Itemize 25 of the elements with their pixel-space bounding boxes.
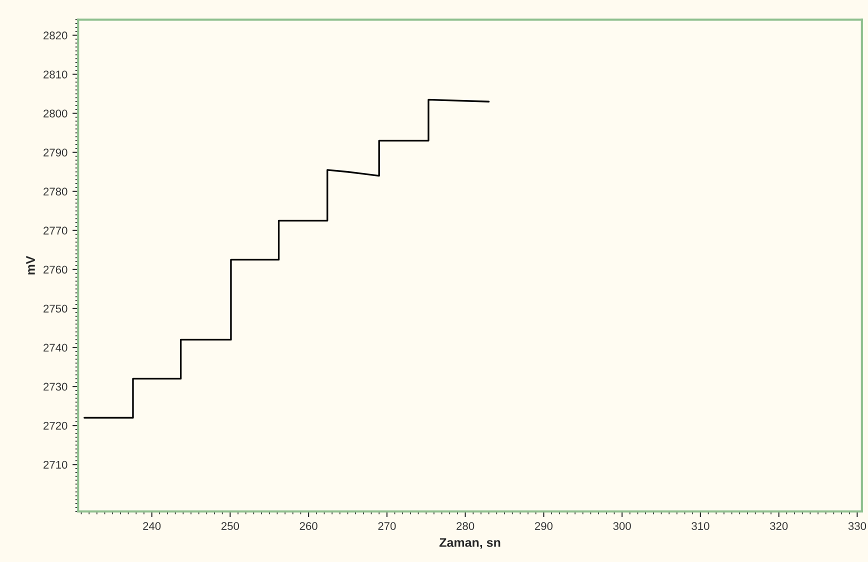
y-tick-label: 2820 [44,32,68,40]
y-tick-label: 2750 [44,304,68,313]
y-tick-label: 2780 [44,188,68,196]
y-axis-title: mV [26,256,35,274]
x-tick-label: 310 [692,522,710,530]
x-tick-label: 280 [456,522,474,530]
x-tick-label: 320 [770,522,788,530]
x-tick-label: 290 [534,522,553,530]
y-tick-label: 2760 [44,266,68,274]
y-tick-label: 2730 [44,382,68,391]
x-tick-label: 240 [143,522,161,530]
x-tick-label: 270 [378,522,396,530]
x-axis-title: Zaman, sn [439,538,500,549]
y-tick-label: 2790 [44,148,68,156]
y-tick-label: 2800 [44,110,68,118]
y-tick-label: 2710 [44,460,68,469]
y-tick-label: 2770 [44,226,68,235]
x-tick-label: 260 [300,522,318,530]
x-tick-label: 300 [613,522,631,530]
y-tick-label: 2720 [44,422,68,430]
x-tick-label: 330 [848,522,866,530]
line-series [84,98,490,419]
y-tick-label: 2810 [44,70,68,78]
x-tick-label: 250 [221,522,240,530]
y-tick-label: 2740 [44,344,68,352]
